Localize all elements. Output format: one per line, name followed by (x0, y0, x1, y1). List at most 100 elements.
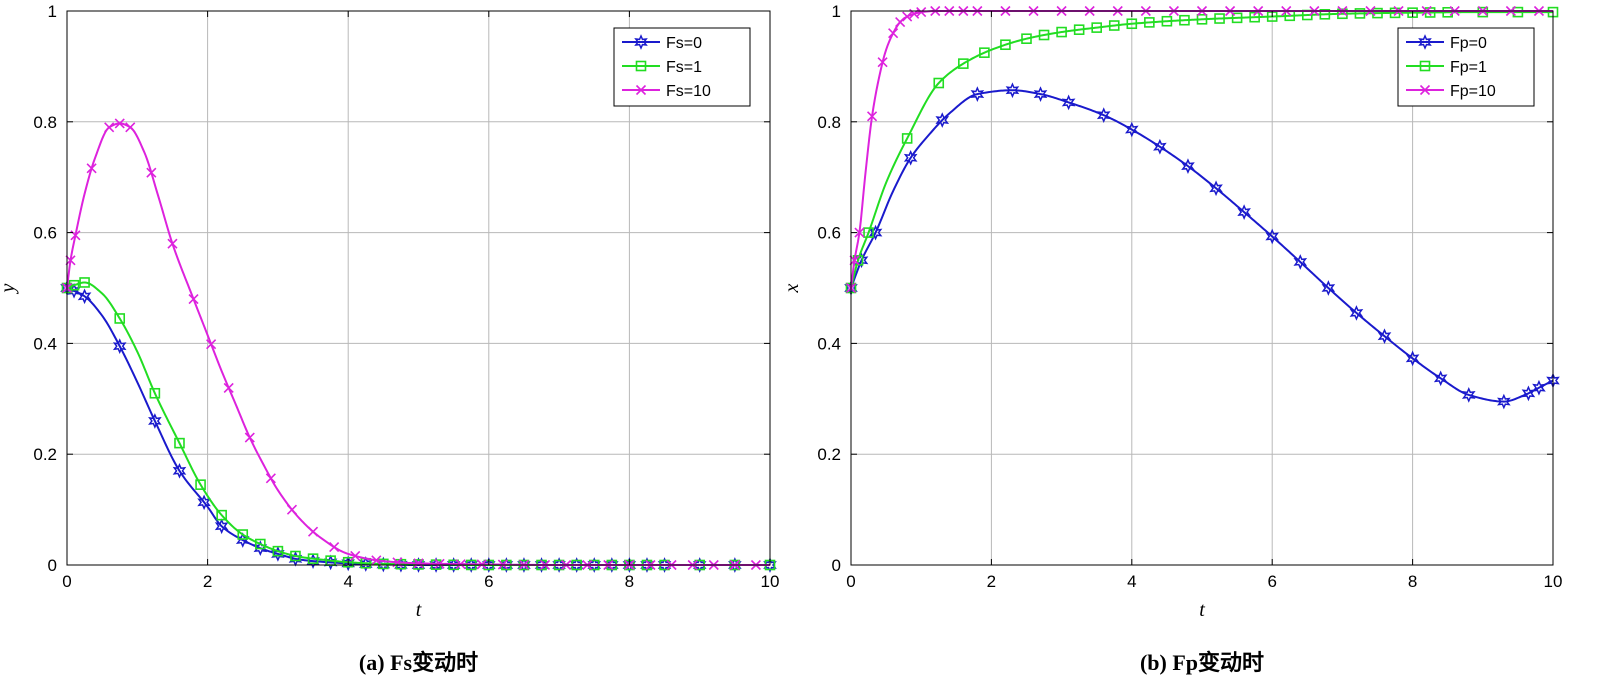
y-tick-label: 0.6 (817, 224, 841, 243)
data-point (77, 288, 92, 305)
y-tick-label: 0 (48, 556, 57, 575)
y-axis-label: y (0, 283, 19, 294)
axes-box (850, 10, 1554, 566)
data-point (1214, 13, 1225, 24)
data-point (1124, 121, 1139, 138)
data-point (265, 473, 276, 484)
legend-label: Fs=10 (666, 83, 711, 100)
figure-caption: (b) Fp变动时 (1140, 650, 1264, 675)
data-point (65, 255, 76, 266)
data-point (272, 545, 284, 557)
data-point (167, 238, 178, 249)
x-tick-label: 10 (761, 572, 780, 591)
data-point (1512, 6, 1524, 18)
data-point (863, 227, 874, 238)
data-point (1179, 14, 1190, 26)
data-point (172, 462, 187, 479)
x-axis-label: t (1199, 599, 1205, 621)
data-point (342, 556, 354, 568)
x-tick-label: 8 (1408, 572, 1417, 591)
x-tick-label: 0 (846, 572, 855, 591)
data-point (1497, 393, 1511, 410)
x-tick-label: 4 (1127, 572, 1136, 591)
data-point (935, 112, 950, 128)
data-point (1265, 228, 1280, 245)
y-tick-label: 0.6 (33, 224, 57, 243)
y-tick-label: 1 (48, 2, 57, 21)
data-point (1126, 18, 1138, 30)
data-point (206, 339, 217, 350)
data-point (1532, 379, 1546, 396)
data-point (1153, 138, 1167, 155)
data-point (1407, 7, 1418, 18)
x-tick-label: 4 (343, 572, 352, 591)
y-tick-label: 0 (832, 556, 841, 575)
data-point (286, 504, 298, 515)
data-point (854, 227, 865, 238)
legend-swatch-marker (635, 84, 647, 96)
data-point (979, 47, 990, 58)
x-tick-label: 6 (484, 572, 493, 591)
y-tick-label: 0.2 (817, 445, 841, 464)
data-point (1196, 14, 1208, 25)
data-point (371, 555, 382, 566)
data-point (1354, 8, 1366, 19)
data-point (866, 111, 878, 122)
data-point (901, 133, 913, 144)
x-tick-label: 6 (1267, 572, 1276, 591)
data-point (1073, 24, 1085, 35)
data-point (114, 118, 125, 129)
legend-label: Fs=1 (666, 59, 702, 76)
data-point (476, 559, 487, 570)
data-point (1005, 82, 1020, 99)
data-point (146, 167, 157, 178)
data-point (104, 122, 115, 133)
data-point (329, 542, 340, 553)
data-point (1144, 17, 1155, 28)
axes-box (66, 10, 771, 566)
y-tick-label: 0.4 (33, 334, 57, 353)
data-point (1108, 20, 1120, 31)
data-point (902, 11, 913, 22)
data-point (149, 387, 161, 399)
data-point (1349, 305, 1364, 321)
x-tick-label: 10 (1544, 572, 1563, 591)
data-point (195, 479, 206, 490)
data-point (307, 553, 319, 564)
data-point (1321, 280, 1336, 296)
data-point (112, 338, 127, 355)
data-point (1319, 8, 1331, 20)
data-point (244, 432, 255, 443)
data-point (223, 382, 234, 393)
data-point (958, 58, 969, 69)
data-point (148, 413, 162, 429)
x-axis-label: t (416, 599, 422, 621)
data-point (174, 437, 185, 449)
data-point (1038, 29, 1050, 41)
data-point (413, 558, 424, 569)
legend-label: Fp=0 (1450, 35, 1487, 52)
data-point (1249, 11, 1260, 23)
data-point (1461, 387, 1476, 403)
y-axis-label: x (781, 283, 803, 293)
data-point (114, 313, 126, 324)
data-point (1231, 12, 1243, 24)
y-tick-label: 0.8 (33, 113, 57, 132)
data-point (1477, 6, 1489, 18)
legend-swatch-marker (1419, 84, 1431, 96)
data-point (854, 252, 869, 269)
data-point (933, 77, 945, 89)
data-point (888, 28, 899, 39)
data-point (849, 255, 860, 266)
legend-swatch-marker (1418, 34, 1432, 50)
data-point (290, 550, 301, 562)
data-point (79, 277, 90, 288)
data-point (895, 17, 906, 28)
y-tick-label: 0.2 (33, 445, 57, 464)
legend-swatch-marker (1419, 60, 1431, 72)
data-point (125, 122, 136, 133)
legend: Fp=0 Fp=1 Fp=10 (1397, 27, 1535, 107)
y-tick-label: 1 (832, 2, 841, 21)
data-point (1181, 158, 1195, 174)
